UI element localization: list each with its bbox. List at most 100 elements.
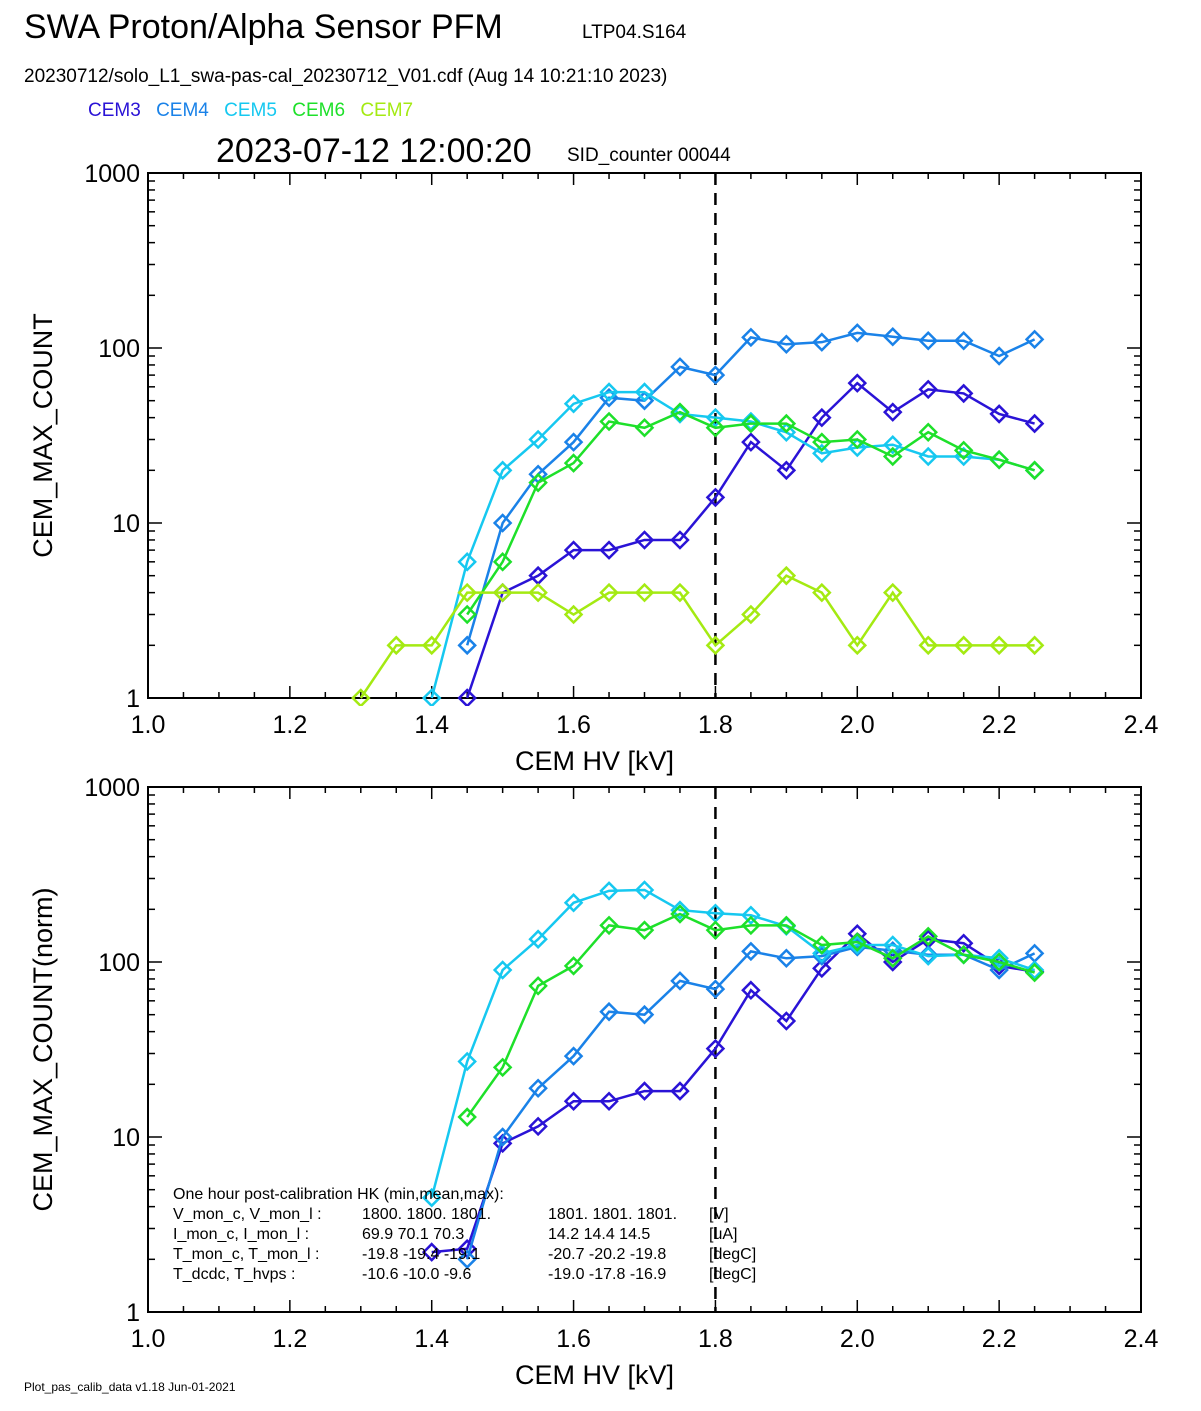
data-point <box>989 449 1009 470</box>
data-point <box>670 971 690 991</box>
data-point <box>563 394 584 414</box>
y-tick-label: 100 <box>98 335 140 363</box>
x-tick-label: 1.4 <box>414 1325 449 1353</box>
data-point <box>918 926 938 947</box>
data-point <box>563 956 584 976</box>
data-point <box>563 604 584 625</box>
data-point <box>918 635 938 656</box>
x-axis-label: CEM HV [kV] <box>515 1360 674 1390</box>
x-tick-label: 2.0 <box>840 1325 875 1353</box>
data-point <box>599 1001 619 1022</box>
x-tick-label: 2.2 <box>982 1325 1017 1353</box>
hk-row-unit: [degC] <box>709 1246 756 1263</box>
data-point <box>953 933 974 954</box>
data-point <box>812 443 832 464</box>
series-line-cem5 <box>430 888 1035 1199</box>
x-tick-label: 2.4 <box>1124 1325 1159 1353</box>
data-point <box>634 920 655 940</box>
data-point <box>953 635 974 656</box>
hk-row-values-b: -20.7 -20.2 -19.8 <box>548 1246 666 1263</box>
y-tick-label: 1000 <box>84 160 140 188</box>
series-line-cem7 <box>359 574 1035 699</box>
series-group <box>351 323 1045 706</box>
chart-panel-2: 1.0 1.2 1.4 1.6 1.8 2.0 2.2 2.4 1 10 100 1000 CEM HV… <box>28 774 1158 1390</box>
y-tick-label: 10 <box>112 510 140 538</box>
data-point <box>705 418 726 438</box>
data-point <box>634 582 655 603</box>
data-point <box>1024 460 1045 481</box>
data-point <box>457 604 477 625</box>
data-point <box>882 326 903 347</box>
data-point <box>421 1242 442 1262</box>
data-point <box>847 429 868 450</box>
data-point <box>953 944 974 965</box>
data-point <box>634 880 655 900</box>
data-point <box>741 604 761 625</box>
data-point <box>670 357 690 377</box>
x-tick-label: 1.8 <box>698 1325 733 1353</box>
data-point <box>599 1091 619 1112</box>
data-point <box>705 920 726 940</box>
hk-row-values-b: 14.2 14.4 14.5 <box>548 1226 650 1243</box>
y-tick-label: 1 <box>126 685 140 713</box>
hk-row-values-b: -19.0 -17.8 -16.9 <box>548 1266 666 1283</box>
data-point <box>812 958 832 979</box>
data-point <box>705 979 726 999</box>
data-point <box>812 935 832 955</box>
data-point <box>421 635 442 656</box>
legend-item-cem6: CEM6 <box>292 100 346 121</box>
data-point <box>812 943 832 964</box>
x-tick-label: 1.2 <box>272 711 307 739</box>
data-point <box>882 434 903 455</box>
data-point <box>457 552 477 572</box>
data-point <box>741 327 761 348</box>
data-point <box>1024 960 1045 980</box>
series-line-cem3 <box>465 381 1035 699</box>
data-point <box>918 946 938 966</box>
data-point <box>599 915 619 936</box>
data-point <box>457 1051 477 1072</box>
data-point <box>563 432 584 452</box>
data-point <box>847 932 868 952</box>
hk-row-values-a: 69.9 70.1 70.3 <box>362 1226 464 1243</box>
data-point <box>989 635 1009 656</box>
data-point <box>457 1107 477 1127</box>
data-point <box>812 432 832 452</box>
data-point <box>563 453 584 473</box>
legend-item-cem3: CEM3 <box>88 100 141 121</box>
data-point <box>492 552 513 572</box>
data-point <box>528 1078 548 1098</box>
data-point <box>457 688 477 706</box>
series-line-cem5 <box>430 390 1035 699</box>
data-point <box>386 635 407 656</box>
y-tick-label: 10 <box>112 1124 140 1152</box>
data-point <box>989 948 1009 969</box>
data-point <box>528 1116 548 1137</box>
data-point <box>421 688 442 706</box>
x-tick-label: 1.2 <box>272 1325 307 1353</box>
data-point <box>705 407 726 428</box>
data-point <box>953 440 974 461</box>
hk-row-values-b: 1801. 1801. 1801. <box>548 1206 677 1223</box>
hk-row-values-a: 1800. 1800. 1801. <box>362 1206 491 1223</box>
x-tick-label: 1.0 <box>131 711 166 739</box>
data-point <box>918 422 938 443</box>
data-point <box>528 582 548 603</box>
hk-row-unit: [V] <box>709 1206 729 1223</box>
data-point <box>563 540 584 560</box>
data-point <box>563 1091 584 1112</box>
hk-row-label: I_mon_c, I_mon_l : <box>173 1226 309 1243</box>
series-line-cem4 <box>465 331 1036 646</box>
data-point <box>741 432 761 452</box>
file-info: 20230712/solo_L1_swa-pas-cal_20230712_V0… <box>24 66 668 87</box>
data-point <box>670 1081 690 1101</box>
y-axis-label: CEM_MAX_COUNT(norm) <box>28 887 58 1211</box>
data-point <box>741 411 761 432</box>
data-point <box>599 881 619 901</box>
legend-item-cem5: CEM5 <box>224 100 277 121</box>
x-tick-label: 2.2 <box>982 711 1017 739</box>
data-point <box>634 1004 655 1025</box>
data-point <box>634 530 655 550</box>
data-point <box>776 422 797 443</box>
